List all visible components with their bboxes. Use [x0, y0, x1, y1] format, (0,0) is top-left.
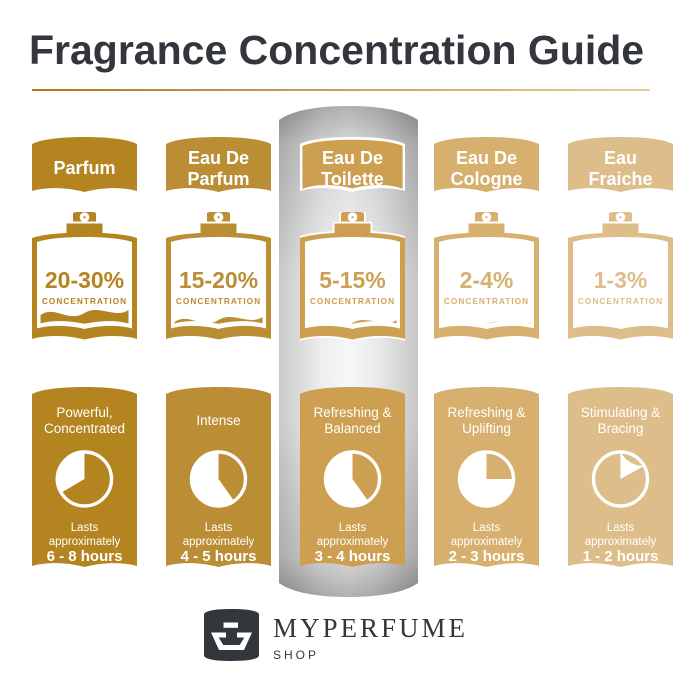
svg-text:15-20%: 15-20%	[179, 267, 258, 293]
svg-text:3 - 4 hours: 3 - 4 hours	[315, 548, 391, 565]
svg-text:CONCENTRATION: CONCENTRATION	[42, 296, 127, 306]
svg-text:Lasts: Lasts	[339, 522, 367, 534]
svg-text:4 - 5 hours: 4 - 5 hours	[181, 548, 257, 565]
svg-text:CONCENTRATION: CONCENTRATION	[578, 296, 663, 306]
svg-text:2 - 3 hours: 2 - 3 hours	[449, 548, 525, 565]
svg-text:Powerful,: Powerful,	[56, 405, 112, 420]
svg-text:approximately: approximately	[585, 536, 657, 548]
svg-text:Lasts: Lasts	[205, 522, 233, 534]
svg-text:CONCENTRATION: CONCENTRATION	[444, 296, 529, 306]
svg-text:Intense: Intense	[196, 413, 240, 428]
svg-text:1-3%: 1-3%	[594, 267, 648, 293]
svg-text:Bracing: Bracing	[598, 421, 644, 436]
svg-text:Lasts: Lasts	[71, 522, 99, 534]
svg-text:2-4%: 2-4%	[460, 267, 514, 293]
svg-text:Balanced: Balanced	[324, 421, 380, 436]
svg-text:5-15%: 5-15%	[319, 267, 385, 293]
svg-text:approximately: approximately	[451, 536, 523, 548]
svg-text:approximately: approximately	[317, 536, 389, 548]
svg-text:approximately: approximately	[49, 536, 121, 548]
svg-text:20-30%: 20-30%	[45, 267, 124, 293]
svg-text:Refreshing &: Refreshing &	[313, 405, 391, 420]
svg-text:Concentrated: Concentrated	[44, 421, 125, 436]
svg-text:Lasts: Lasts	[607, 522, 635, 534]
svg-text:Refreshing &: Refreshing &	[447, 405, 525, 420]
svg-text:Lasts: Lasts	[473, 522, 501, 534]
svg-text:1 - 2 hours: 1 - 2 hours	[583, 548, 659, 565]
svg-text:CONCENTRATION: CONCENTRATION	[176, 296, 261, 306]
svg-text:Stimulating &: Stimulating &	[581, 405, 661, 420]
svg-text:6 - 8 hours: 6 - 8 hours	[47, 548, 123, 565]
svg-text:approximately: approximately	[183, 536, 255, 548]
svg-text:Uplifting: Uplifting	[462, 421, 511, 436]
svg-text:CONCENTRATION: CONCENTRATION	[310, 296, 395, 306]
